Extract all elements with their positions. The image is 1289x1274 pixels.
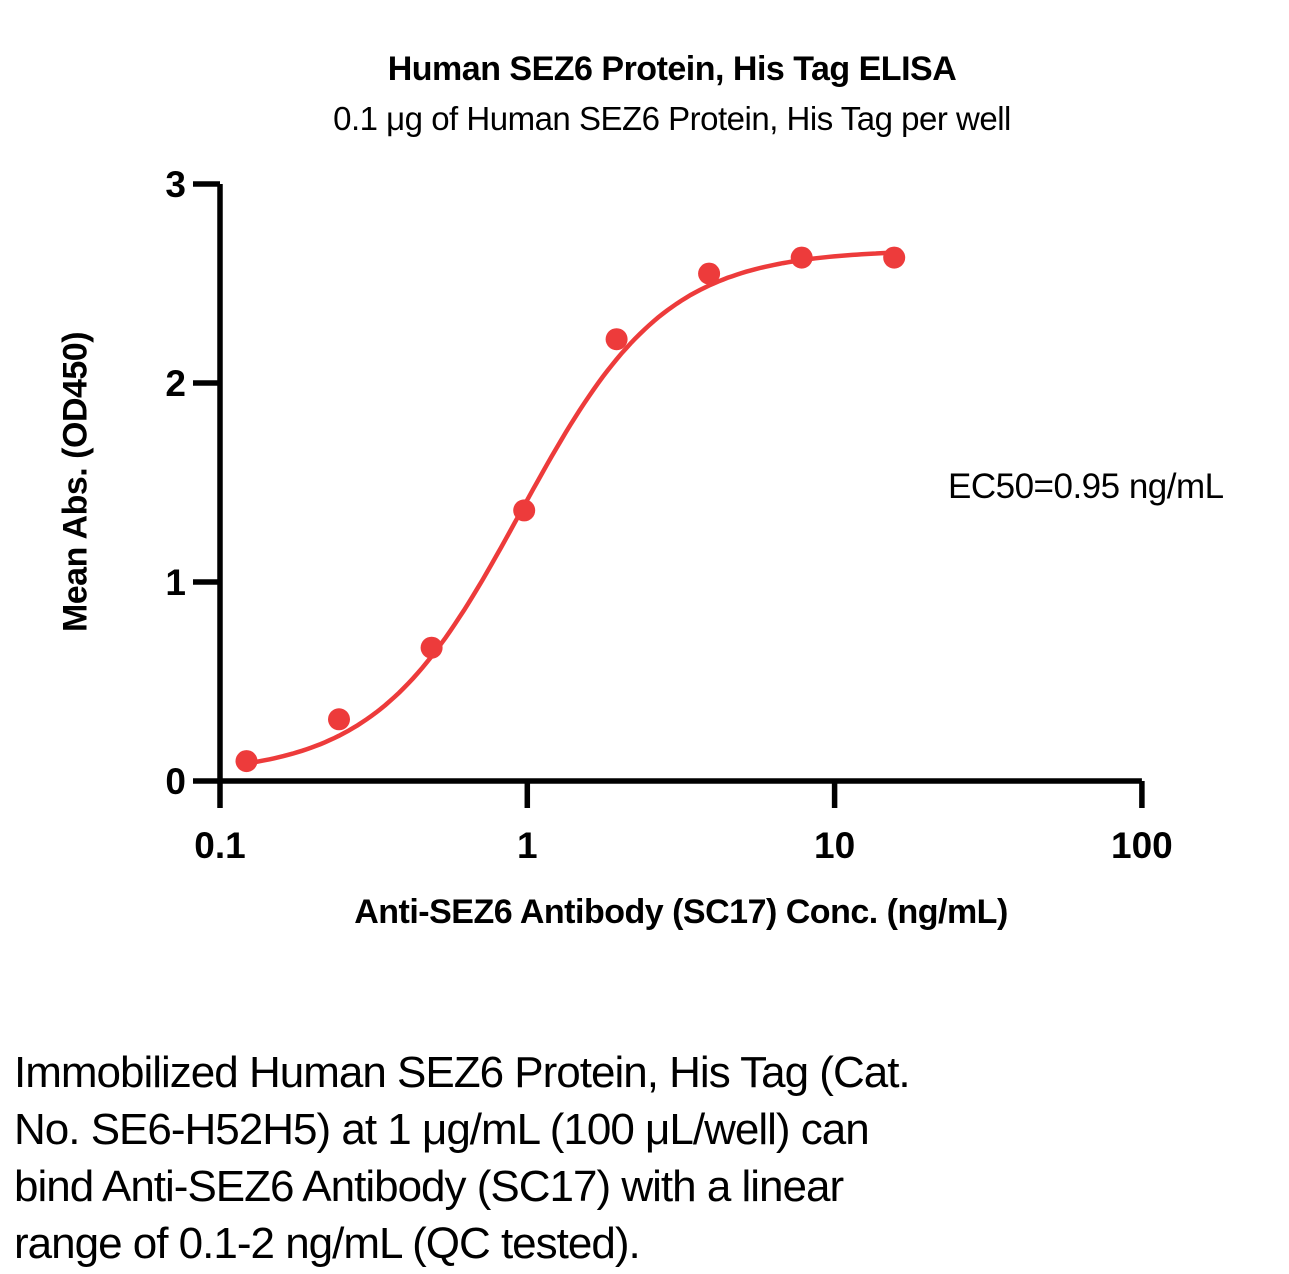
data-point <box>883 246 906 269</box>
fit-curve <box>244 250 897 766</box>
caption-line: No. SE6-H52H5) at 1 μg/mL (100 μL/well) … <box>14 1105 870 1154</box>
caption-line: bind Anti-SEZ6 Antibody (SC17) with a li… <box>14 1162 844 1211</box>
caption-line: range of 0.1-2 ng/mL (QC tested). <box>14 1219 641 1268</box>
data-point <box>235 750 258 773</box>
data-point <box>513 499 536 522</box>
caption-line: Immobilized Human SEZ6 Protein, His Tag … <box>14 1048 911 1097</box>
data-point <box>605 328 628 351</box>
data-point <box>420 636 443 659</box>
x-tick-label: 100 <box>1111 825 1173 866</box>
y-tick-label: 0 <box>165 761 186 802</box>
y-tick-label: 2 <box>165 363 186 404</box>
x-tick-label: 10 <box>814 825 855 866</box>
data-point <box>790 246 813 269</box>
data-point <box>328 708 350 731</box>
chart-subtitle: 0.1 μg of Human SEZ6 Protein, His Tag pe… <box>333 100 1011 137</box>
chart-title: Human SEZ6 Protein, His Tag ELISA <box>387 50 957 88</box>
y-tick-label: 1 <box>165 562 186 603</box>
x-tick-label: 0.1 <box>194 825 245 866</box>
data-point <box>698 262 721 285</box>
ec50-annotation: EC50=0.95 ng/mL <box>948 467 1224 506</box>
x-axis-label: Anti-SEZ6 Antibody (SC17) Conc. (ng/mL) <box>354 893 1008 931</box>
x-tick-label: 1 <box>517 825 538 866</box>
figure-caption: Immobilized Human SEZ6 Protein, His Tag … <box>14 1044 911 1272</box>
y-tick-label: 3 <box>165 164 186 205</box>
